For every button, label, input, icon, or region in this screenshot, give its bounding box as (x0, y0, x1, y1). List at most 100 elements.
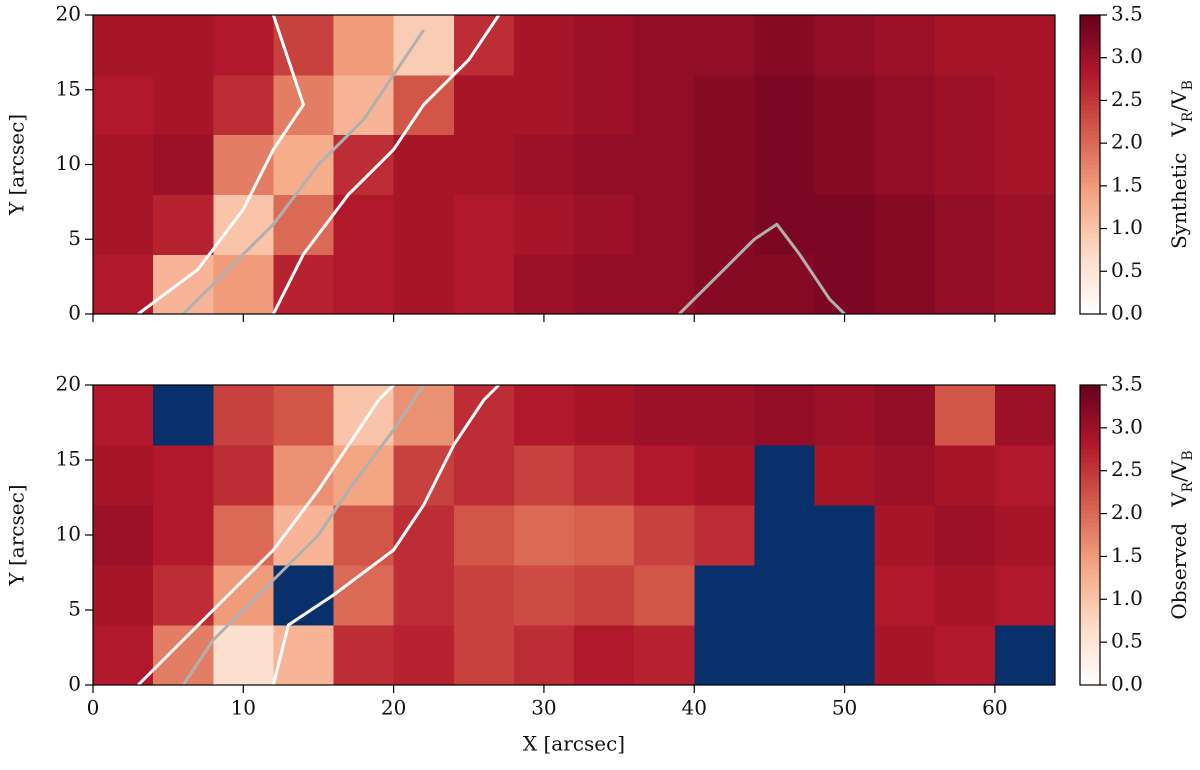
heatmap-cell (153, 134, 214, 195)
colorbar-step (1080, 189, 1100, 195)
colorbar-step (1080, 198, 1100, 204)
heatmap-cell (874, 134, 936, 195)
colorbar-step (1080, 275, 1100, 281)
colorbar-step (1080, 423, 1100, 429)
colorbar-step (1080, 585, 1100, 592)
colorbar-step (1080, 240, 1100, 247)
colorbar-step (1080, 611, 1100, 617)
colorbar-symbol: /V (1167, 460, 1191, 482)
heatmap-cell (393, 194, 455, 255)
heatmap-cell (574, 254, 635, 315)
heatmap-cell (393, 254, 455, 315)
colorbar-tick-label: 1.0 (1111, 215, 1143, 239)
heatmap-cell (754, 134, 816, 195)
contour (181, 385, 425, 685)
colorbar-step (1080, 266, 1100, 272)
colorbar-step (1080, 112, 1100, 119)
heatmap-cell (874, 385, 936, 446)
colorbar-step (1080, 414, 1100, 420)
heatmap-cell (874, 445, 936, 506)
heatmap-cell (574, 194, 635, 255)
heatmap-cell (634, 625, 695, 686)
heatmap-cell (574, 505, 635, 566)
x-tick-label: 10 (231, 696, 256, 720)
colorbar-tick-label: 0.5 (1111, 258, 1143, 282)
heatmap-cell (754, 15, 816, 76)
colorbar-step (1080, 304, 1100, 311)
colorbar-step (1080, 401, 1100, 407)
heatmap-cell (333, 15, 395, 76)
colorbar-tick-label: 2.0 (1111, 130, 1143, 154)
heatmap-cell (513, 445, 575, 506)
heatmap-cell (994, 194, 1056, 255)
y-tick-label: 5 (68, 226, 81, 250)
colorbar-step (1080, 257, 1100, 264)
heatmap-cell (453, 625, 515, 686)
heatmap-cell (333, 254, 395, 315)
y-tick-label: 0 (68, 301, 81, 325)
colorbar-step (1080, 448, 1100, 455)
colorbar-frame (1079, 384, 1101, 686)
heatmap-cell (934, 625, 996, 686)
colorbar-step (1080, 397, 1100, 403)
heatmap-cell (213, 74, 274, 136)
colorbar-step (1080, 193, 1100, 200)
colorbar-tick-label: 0.5 (1111, 629, 1143, 653)
heatmap-cell (694, 385, 755, 446)
heatmap-cell (213, 565, 274, 626)
heatmap-cell (153, 194, 214, 255)
y-tick-label: 10 (56, 522, 81, 546)
colorbar-step (1080, 547, 1100, 553)
colorbar-step (1080, 538, 1100, 545)
colorbar-tick-label: 2.5 (1111, 87, 1143, 111)
colorbar-tick-label: 2.5 (1111, 457, 1143, 481)
colorbar-step (1080, 99, 1100, 106)
colorbar-step (1080, 453, 1100, 459)
colorbar-step (1080, 159, 1100, 165)
heatmap-cell (513, 254, 575, 315)
heatmap-cell (574, 625, 635, 686)
heatmap-cell (93, 15, 154, 76)
contour (272, 15, 501, 314)
heatmap-cell (814, 505, 876, 566)
colorbar-step (1080, 61, 1100, 67)
colorbar-tick-label: 3.5 (1111, 372, 1143, 396)
heatmap-cell (453, 565, 515, 626)
heatmap-cell (634, 505, 695, 566)
heatmap-cell (874, 15, 936, 76)
heatmap-cell (814, 134, 876, 195)
heatmap-cell (934, 505, 996, 566)
heatmap-cell (574, 445, 635, 506)
heatmap-cell (994, 565, 1056, 626)
colorbar-tick-label: 3.5 (1111, 2, 1143, 26)
heatmap-cell (213, 445, 274, 506)
colorbar-step (1080, 223, 1100, 230)
heatmap-cell (694, 15, 755, 76)
contour (678, 222, 846, 314)
colorbar-step (1080, 206, 1100, 212)
colorbar-step (1080, 253, 1100, 259)
colorbar-step (1080, 444, 1100, 450)
colorbar-step (1080, 607, 1100, 613)
colorbar-step (1080, 35, 1100, 42)
heatmap-cell (814, 565, 876, 626)
colorbar-step (1080, 667, 1100, 673)
colorbar-step (1080, 654, 1100, 660)
colorbar-step (1080, 296, 1100, 302)
colorbar-subscript: B (1180, 450, 1196, 460)
heatmap-cell (814, 385, 876, 446)
colorbar-label: Synthetic VR/VB (1167, 80, 1197, 249)
heatmap-cell (333, 74, 395, 136)
heatmap-cell (634, 74, 695, 136)
heatmap-cell (453, 74, 515, 136)
colorbar-step (1080, 232, 1100, 238)
heatmap-cell (153, 254, 214, 315)
colorbar-step (1080, 228, 1100, 234)
heatmap-cell (874, 565, 936, 626)
heatmap-cell (754, 625, 816, 686)
heatmap-cell (634, 385, 695, 446)
y-tick-label: 20 (56, 372, 81, 396)
colorbar-step (1080, 215, 1100, 221)
heatmap-cell (333, 565, 395, 626)
